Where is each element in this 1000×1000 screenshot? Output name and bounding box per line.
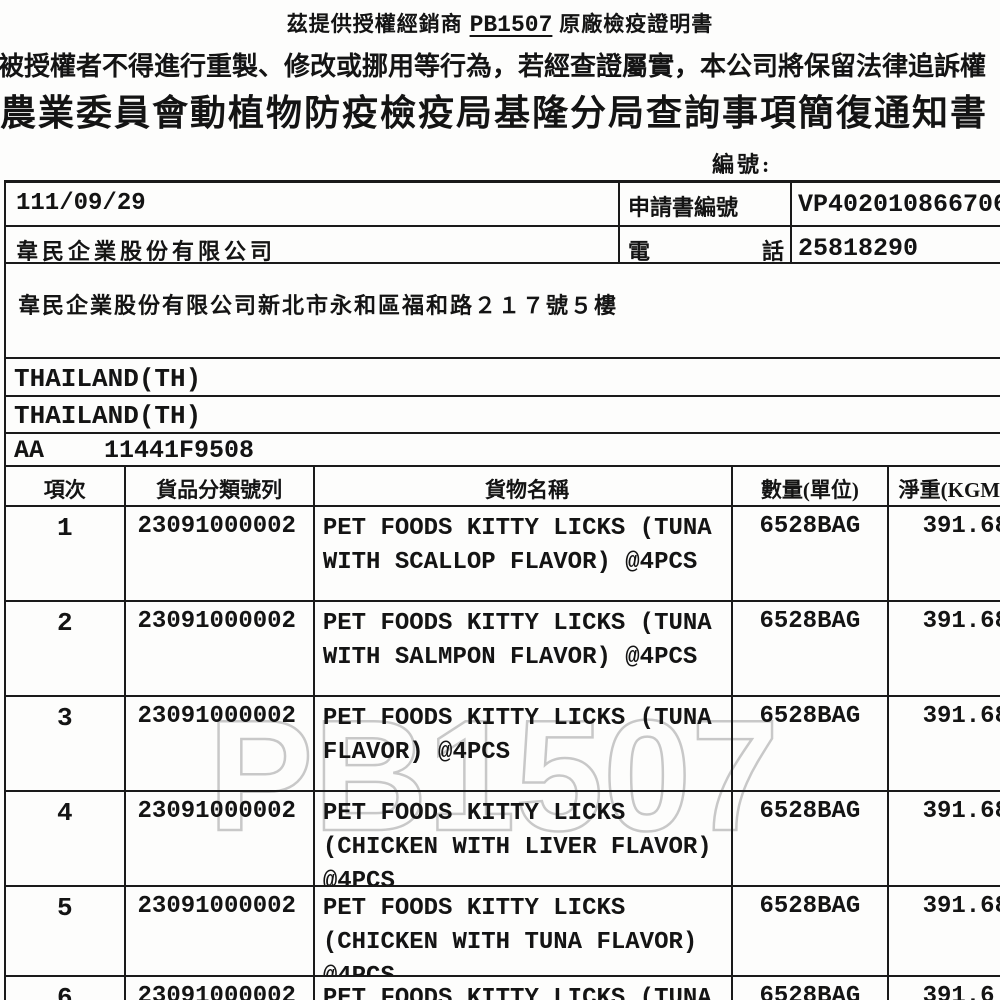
authorization-suffix: 原廠檢疫證明書 (552, 13, 714, 36)
goods-qty: 6528BAG (731, 977, 886, 1000)
item-no: 1 (56, 513, 73, 543)
goods-name: PET FOODS KITTY LICKS (TUNA FLAVOR) @4PC… (312, 697, 731, 790)
info-row-address: 韋民企業股份有限公司新北市永和區福和路２１７號５樓 (6, 264, 1000, 359)
table-row: 3 23091000002 PET FOODS KITTY LICKS (TUN… (6, 697, 1000, 792)
application-no-label: 申請書編號 (618, 183, 790, 225)
shipping-country: THAILAND(TH) (14, 401, 202, 431)
table-row: 1 23091000002 PET FOODS KITTY LICKS (TUN… (6, 507, 1000, 602)
authorization-line: 茲提供授權經銷商 PB1507 原廠檢疫證明書 (0, 8, 1000, 38)
goods-code: 23091000002 (123, 507, 313, 600)
goods-name: PET FOODS KITTY LICKS (CHICKEN WITH LIVE… (312, 792, 731, 885)
goods-weight: 391.68 (886, 507, 1000, 600)
phone-label: 電話 (618, 227, 790, 262)
document-title: 農業委員會動植物防疫檢疫局基隆分局查詢事項簡復通知書 (0, 93, 989, 133)
origin-country: THAILAND(TH) (14, 364, 202, 394)
date-value: 111/09/29 (16, 190, 146, 217)
info-row-company: 韋民企業股份有限公司 電話 25818290 (6, 227, 1000, 264)
item-no: 3 (56, 703, 73, 733)
item-no: 6 (56, 983, 73, 1000)
column-header-name: 貨物名稱 (312, 467, 731, 505)
table-row: 4 23091000002 PET FOODS KITTY LICKS (CHI… (6, 792, 1000, 887)
legal-warning-line: 被授權者不得進行重製、修改或挪用等行為，若經查證屬實，本公司將保留法律追訴權 (0, 51, 987, 81)
table-row: 2 23091000002 PET FOODS KITTY LICKS (TUN… (6, 602, 1000, 697)
application-no-value: VP402010866706 (790, 183, 1000, 225)
goods-weight: 391.68 (886, 792, 1000, 885)
table-row: 6 23091000002 PET FOODS KITTY LICKS (TUN… (6, 977, 1000, 1000)
goods-qty: 6528BAG (731, 792, 886, 885)
info-row-date: 111/09/29 申請書編號 VP402010866706 (6, 183, 1000, 227)
company-address: 韋民企業股份有限公司新北市永和區福和路２１７號５樓 (18, 293, 619, 318)
certificate-table: 111/09/29 申請書編號 VP402010866706 韋民企業股份有限公… (4, 180, 1000, 1000)
goods-qty: 6528BAG (731, 697, 886, 790)
goods-weight: 391.68 (886, 602, 1000, 695)
goods-code: 23091000002 (123, 602, 313, 695)
goods-qty: 6528BAG (731, 507, 886, 600)
column-header-item: 項次 (43, 478, 86, 502)
column-header-qty: 數量(單位) (731, 467, 886, 505)
goods-weight: 391.6 (886, 977, 1000, 1000)
dealer-code: PB1507 (469, 12, 553, 38)
info-row-cert-code: AA 11441F9508 (6, 434, 1000, 467)
goods-header-row: 項次 貨品分類號列 貨物名稱 數量(單位) 淨重(KGM (6, 467, 1000, 507)
authorization-prefix: 茲提供授權經銷商 (286, 13, 470, 36)
phone-value: 25818290 (790, 227, 1000, 262)
goods-weight: 391.68 (886, 887, 1000, 975)
item-no: 2 (56, 608, 73, 638)
serial-number-label: 編號: (712, 152, 773, 177)
info-row-origin-country: THAILAND(TH) (6, 359, 1000, 397)
goods-name: PET FOODS KITTY LICKS (TUNA (312, 977, 731, 1000)
column-header-weight: 淨重(KGM (886, 467, 1000, 505)
certificate-code: AA 11441F9508 (14, 436, 255, 465)
goods-code: 23091000002 (123, 977, 313, 1000)
goods-name: PET FOODS KITTY LICKS (TUNA WITH SCALLOP… (312, 507, 731, 600)
info-row-shipping-country: THAILAND(TH) (6, 397, 1000, 434)
goods-code: 23091000002 (123, 887, 313, 975)
goods-weight: 391.68 (886, 697, 1000, 790)
goods-code: 23091000002 (123, 697, 313, 790)
goods-name: PET FOODS KITTY LICKS (CHICKEN WITH TUNA… (312, 887, 731, 975)
item-no: 4 (56, 798, 73, 828)
goods-name: PET FOODS KITTY LICKS (TUNA WITH SALMPON… (312, 602, 731, 695)
goods-code: 23091000002 (123, 792, 313, 885)
company-name: 韋民企業股份有限公司 (16, 239, 277, 262)
goods-qty: 6528BAG (731, 887, 886, 975)
item-no: 5 (56, 893, 73, 923)
goods-qty: 6528BAG (731, 602, 886, 695)
table-row: 5 23091000002 PET FOODS KITTY LICKS (CHI… (6, 887, 1000, 977)
column-header-code: 貨品分類號列 (123, 467, 313, 505)
